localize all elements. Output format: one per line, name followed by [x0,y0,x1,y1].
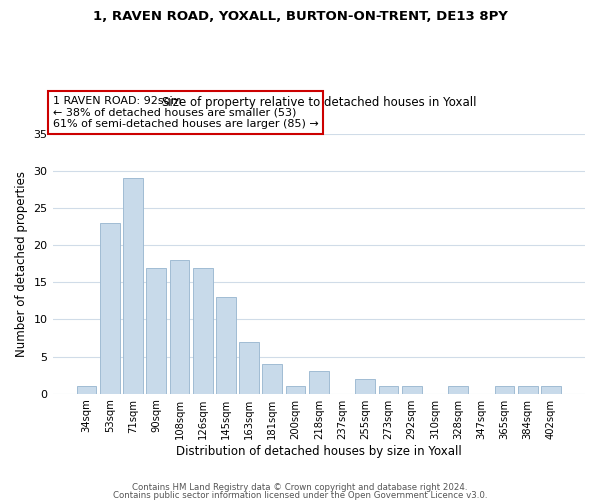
Text: Contains public sector information licensed under the Open Government Licence v3: Contains public sector information licen… [113,490,487,500]
X-axis label: Distribution of detached houses by size in Yoxall: Distribution of detached houses by size … [176,444,461,458]
Title: Size of property relative to detached houses in Yoxall: Size of property relative to detached ho… [161,96,476,109]
Bar [216,297,236,394]
Bar [170,260,190,394]
Bar [541,386,561,394]
Y-axis label: Number of detached properties: Number of detached properties [15,171,28,357]
Bar [100,223,119,394]
Bar [309,372,329,394]
Bar [448,386,468,394]
Text: 1, RAVEN ROAD, YOXALL, BURTON-ON-TRENT, DE13 8PY: 1, RAVEN ROAD, YOXALL, BURTON-ON-TRENT, … [92,10,508,23]
Text: 1 RAVEN ROAD: 92sqm
← 38% of detached houses are smaller (53)
61% of semi-detach: 1 RAVEN ROAD: 92sqm ← 38% of detached ho… [53,96,318,128]
Bar [239,342,259,394]
Bar [262,364,282,394]
Bar [146,268,166,394]
Bar [286,386,305,394]
Bar [355,379,375,394]
Bar [379,386,398,394]
Bar [518,386,538,394]
Bar [123,178,143,394]
Bar [494,386,514,394]
Text: Contains HM Land Registry data © Crown copyright and database right 2024.: Contains HM Land Registry data © Crown c… [132,484,468,492]
Bar [77,386,97,394]
Bar [193,268,212,394]
Bar [402,386,422,394]
